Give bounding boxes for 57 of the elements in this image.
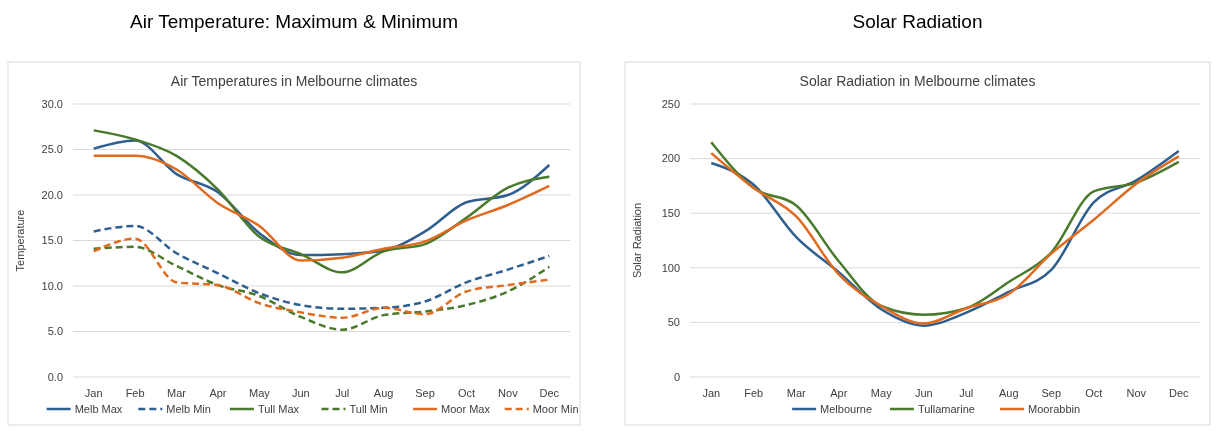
x-tick-label: Jun [291, 387, 310, 399]
x-tick-label: Dec [539, 387, 560, 399]
legend-label: Tullamarine [917, 403, 975, 415]
x-tick-label: Jul [959, 387, 974, 399]
x-tick-label: Oct [1085, 387, 1103, 399]
x-tick-label: May [248, 387, 271, 399]
y-tick-label: 25.0 [41, 143, 63, 156]
chart-subtitle: Solar Radiation in Melbourne climates [799, 73, 1036, 89]
line-series [92, 129, 551, 274]
x-tick-label: Sep [415, 387, 435, 399]
legend-label: Melb Min [166, 403, 211, 415]
x-tick-label: Aug [998, 387, 1019, 399]
x-tick-label: Mar [167, 387, 187, 399]
line-series [92, 245, 551, 331]
y-tick-label: 200 [661, 152, 680, 165]
y-tick-label: 100 [661, 261, 680, 274]
x-tick-label: Oct [457, 387, 476, 399]
y-tick-label: 0 [673, 370, 680, 383]
line-series [92, 154, 551, 262]
x-tick-label: Nov [1126, 387, 1147, 399]
y-tick-label: 15.0 [41, 234, 63, 247]
x-tick-label: Jul [335, 387, 350, 399]
x-tick-label: Feb [744, 387, 764, 399]
legend-label: Moorabbin [1028, 403, 1081, 415]
y-tick-label: 30.0 [41, 97, 63, 110]
x-tick-label: Apr [209, 387, 227, 399]
line-series [92, 237, 551, 320]
chart-title: Solar Radiation [852, 11, 983, 32]
y-tick-label: 10.0 [41, 279, 63, 292]
x-tick-label: Mar [786, 387, 807, 399]
y-axis-title: Temperature [14, 209, 26, 272]
y-tick-label: 50 [667, 316, 680, 329]
x-tick-label: Jan [702, 387, 721, 399]
y-tick-label: 150 [661, 207, 680, 220]
legend-label: Tull Min [349, 403, 388, 415]
x-tick-label: Sep [1041, 387, 1062, 399]
legend-label: Moor Max [441, 403, 491, 415]
y-tick-label: 250 [661, 97, 680, 110]
y-axis-title: Solar Radiation [631, 202, 643, 279]
legend-label: Moor Min [532, 403, 579, 415]
x-tick-label: Nov [498, 387, 519, 399]
chart-title: Air Temperature: Maximum & Minimum [129, 11, 459, 32]
x-tick-label: May [870, 387, 893, 399]
x-tick-label: Apr [830, 387, 848, 399]
y-tick-label: 20.0 [41, 188, 63, 201]
y-tick-label: 5.0 [47, 325, 63, 338]
x-tick-label: Feb [125, 387, 145, 399]
x-tick-label: Aug [373, 387, 394, 399]
legend-label: Melb Max [74, 403, 123, 415]
x-tick-label: Jan [84, 387, 103, 399]
legend-label: Melbourne [820, 403, 873, 415]
x-tick-label: Jun [914, 387, 933, 399]
line-series [92, 224, 551, 310]
x-tick-label: Dec [1168, 387, 1190, 399]
legend-label: Tull Max [257, 403, 300, 415]
chart-subtitle: Air Temperatures in Melbourne climates [170, 73, 418, 89]
y-tick-label: 0.0 [47, 370, 63, 383]
